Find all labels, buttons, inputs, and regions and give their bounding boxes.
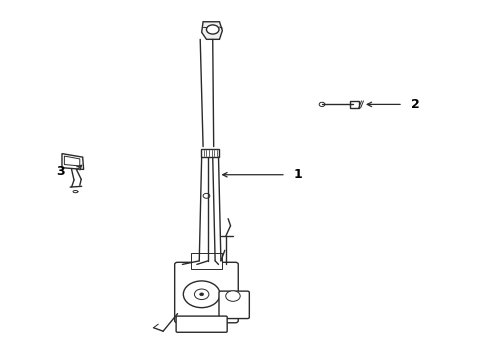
Circle shape bbox=[200, 293, 203, 296]
Polygon shape bbox=[64, 156, 80, 166]
FancyBboxPatch shape bbox=[176, 316, 227, 332]
FancyBboxPatch shape bbox=[219, 291, 249, 319]
Text: 2: 2 bbox=[411, 98, 420, 111]
FancyBboxPatch shape bbox=[201, 149, 220, 157]
Circle shape bbox=[226, 291, 240, 301]
Text: 3: 3 bbox=[56, 165, 64, 178]
Circle shape bbox=[203, 193, 210, 198]
Circle shape bbox=[206, 25, 219, 34]
FancyBboxPatch shape bbox=[349, 100, 359, 108]
Circle shape bbox=[183, 281, 220, 308]
Text: 1: 1 bbox=[293, 168, 302, 181]
Polygon shape bbox=[202, 22, 222, 39]
FancyBboxPatch shape bbox=[191, 253, 222, 269]
Circle shape bbox=[195, 289, 209, 300]
Polygon shape bbox=[62, 154, 84, 170]
FancyBboxPatch shape bbox=[174, 262, 238, 323]
Circle shape bbox=[319, 102, 325, 107]
